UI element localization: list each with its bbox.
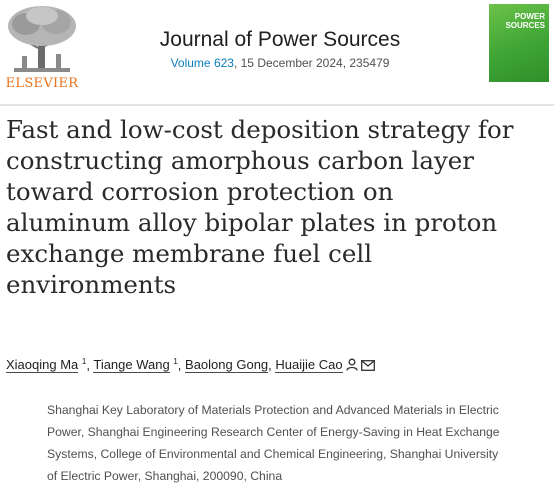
author-separator: , [268, 357, 276, 373]
article-title: Fast and low-cost deposition strategy fo… [6, 114, 551, 300]
title-line: environments [6, 270, 177, 299]
author-affiliation-mark: 1 [81, 357, 87, 366]
author-link[interactable]: Tiange Wang [93, 357, 170, 374]
affiliation-line: of Electric Power, Shanghai, 200090, Chi… [47, 469, 283, 483]
title-line: constructing amorphous carbon layer [6, 146, 475, 175]
header-divider [0, 104, 554, 106]
cover-title-line: POWER [514, 12, 545, 21]
author-list: Xiaoqing Ma 1, Tiange Wang 1, Baolong Go… [6, 357, 551, 374]
person-icon[interactable] [345, 358, 358, 374]
title-line: toward corrosion protection on [6, 177, 394, 206]
author-separator: , [177, 357, 186, 373]
elsevier-logo[interactable]: ELSEVIER [4, 4, 80, 94]
volume-link[interactable]: Volume 623 [170, 56, 234, 70]
cover-title-line: SOURCES [505, 21, 545, 30]
envelope-icon[interactable] [360, 359, 375, 374]
cover-title: POWER SOURCES [493, 12, 545, 30]
issue-info: , 15 December 2024, 235479 [233, 56, 390, 70]
journal-title[interactable]: Journal of Power Sources [159, 28, 401, 51]
author-affiliation-mark: 1 [173, 357, 178, 366]
title-line: aluminum alloy bipolar plates in proton [6, 208, 498, 237]
author-link[interactable]: Baolong Gong [185, 357, 269, 374]
journal-cover[interactable]: POWER SOURCES [489, 4, 549, 82]
title-line: exchange membrane fuel cell [6, 239, 373, 268]
journal-header: ELSEVIER Journal of Power Sources Volume… [0, 0, 554, 104]
affiliation: Shanghai Key Laboratory of Materials Pro… [47, 399, 547, 487]
tree-icon [8, 6, 76, 72]
author-separator: , [86, 357, 94, 373]
affiliation-line: Shanghai Key Laboratory of Materials Pro… [47, 403, 499, 417]
author-link[interactable]: Xiaoqing Ma [6, 357, 79, 374]
affiliation-line: Systems, College of Environmental and Ch… [47, 447, 499, 461]
volume-line: Volume 623, 15 December 2024, 235479 [130, 56, 430, 70]
author-link[interactable]: Huaijie Cao [275, 357, 343, 374]
title-line: Fast and low-cost deposition strategy fo… [6, 115, 514, 144]
affiliation-line: Power, Shanghai Engineering Research Cen… [47, 425, 500, 439]
publisher-name: ELSEVIER [5, 76, 79, 91]
